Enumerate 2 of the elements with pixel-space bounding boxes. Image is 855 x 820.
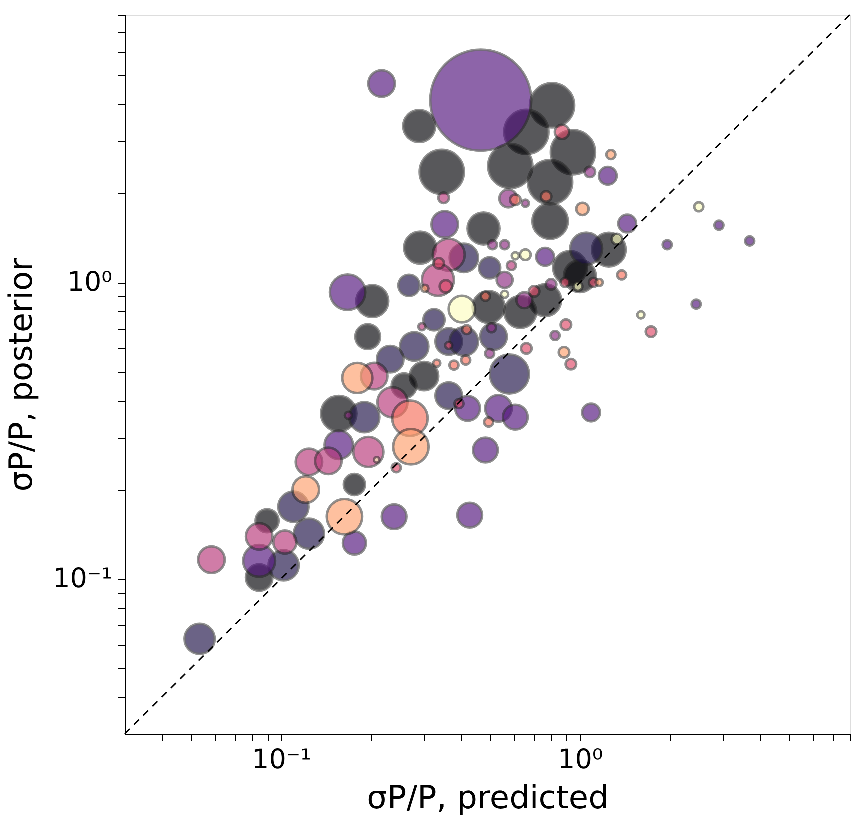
x-axis-title: σP/P, predicted: [367, 778, 609, 816]
y-axis-title: σP/P, posterior: [2, 257, 40, 492]
